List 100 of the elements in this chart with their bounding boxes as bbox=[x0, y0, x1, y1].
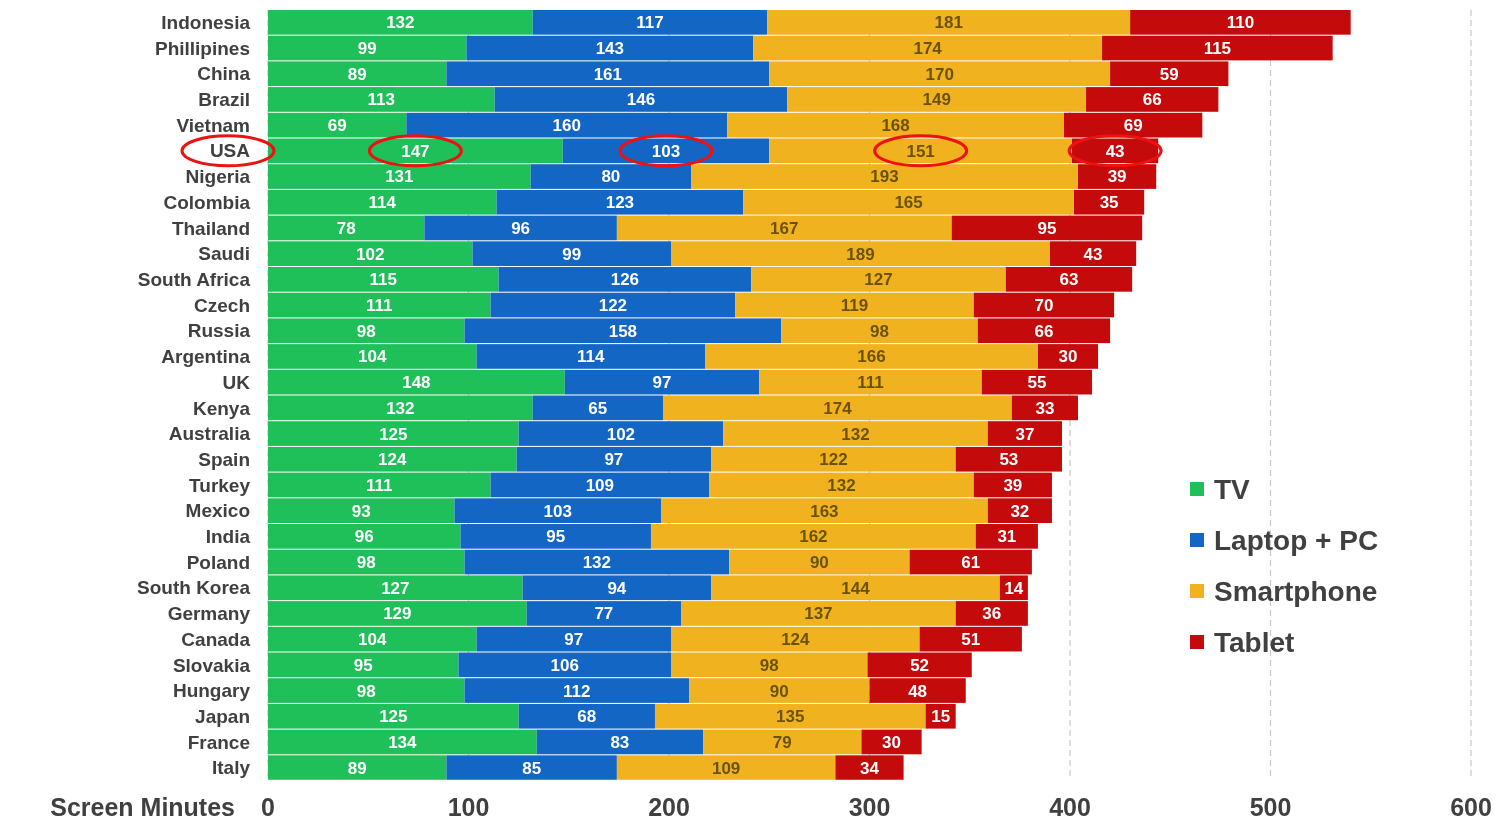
data-label: 119 bbox=[840, 296, 869, 315]
y-tick-label: Germany bbox=[167, 603, 251, 625]
data-label: 127 bbox=[864, 270, 893, 290]
data-label: 122 bbox=[819, 450, 848, 470]
data-label: 95 bbox=[353, 655, 373, 675]
data-label: 30 bbox=[882, 732, 902, 752]
y-tick-label: India bbox=[205, 526, 251, 548]
y-tick-label: Vietnam bbox=[176, 114, 250, 136]
data-label: 170 bbox=[925, 64, 954, 84]
data-label: 68 bbox=[577, 707, 597, 727]
data-label: 166 bbox=[857, 347, 886, 367]
data-label: 127 bbox=[381, 578, 410, 598]
data-label: 124 bbox=[378, 450, 408, 470]
data-label: 70 bbox=[1034, 296, 1054, 315]
x-tick-label: 400 bbox=[1049, 793, 1091, 821]
data-label: 99 bbox=[357, 38, 377, 58]
data-label: 65 bbox=[588, 398, 608, 418]
data-label: 162 bbox=[799, 527, 828, 547]
data-label: 143 bbox=[595, 38, 625, 58]
data-label: 147 bbox=[401, 141, 430, 161]
data-label: 131 bbox=[385, 167, 414, 187]
data-label: 109 bbox=[585, 475, 615, 495]
data-label: 112 bbox=[563, 681, 591, 701]
data-label: 104 bbox=[358, 347, 387, 367]
data-label: 160 bbox=[552, 116, 581, 136]
x-tick-label: 600 bbox=[1450, 793, 1492, 821]
data-label: 95 bbox=[1037, 218, 1057, 238]
data-label: 98 bbox=[356, 681, 376, 701]
data-label: 89 bbox=[347, 64, 367, 84]
y-tick-label: Indonesia bbox=[161, 11, 251, 33]
data-label: 93 bbox=[351, 501, 371, 521]
data-label: 99 bbox=[562, 244, 582, 264]
data-label: 161 bbox=[593, 64, 623, 84]
data-label: 104 bbox=[358, 630, 387, 650]
data-label: 151 bbox=[906, 141, 935, 161]
data-label: 90 bbox=[769, 681, 789, 701]
data-label: 163 bbox=[810, 501, 839, 521]
x-tick-label: 500 bbox=[1249, 793, 1292, 821]
data-label: 106 bbox=[550, 655, 579, 675]
data-label: 137 bbox=[804, 604, 833, 624]
data-label: 36 bbox=[982, 604, 1002, 624]
y-tick-label: Australia bbox=[168, 423, 251, 445]
data-label: 98 bbox=[356, 553, 376, 573]
data-label: 89 bbox=[347, 758, 367, 778]
data-label: 78 bbox=[336, 218, 356, 238]
data-label: 69 bbox=[1123, 116, 1143, 136]
data-label: 122 bbox=[598, 296, 628, 315]
data-label: 189 bbox=[846, 244, 875, 264]
data-label: 97 bbox=[564, 630, 584, 650]
legend-label: TV bbox=[1214, 473, 1251, 505]
data-label: 144 bbox=[841, 578, 871, 598]
y-tick-label: Russia bbox=[187, 320, 251, 342]
data-label: 103 bbox=[543, 501, 572, 521]
data-label: 114 bbox=[368, 193, 397, 213]
legend-label: Smartphone bbox=[1214, 575, 1378, 607]
y-tick-label: Mexico bbox=[185, 500, 250, 522]
data-label: 111 bbox=[366, 475, 393, 495]
data-label: 94 bbox=[607, 578, 627, 598]
data-label: 174 bbox=[823, 398, 853, 418]
data-label: 66 bbox=[1034, 321, 1054, 341]
y-tick-label: France bbox=[187, 731, 250, 753]
x-tick-label: 300 bbox=[848, 793, 891, 821]
data-label: 103 bbox=[651, 141, 681, 161]
data-label: 34 bbox=[860, 758, 880, 778]
data-label: 125 bbox=[379, 707, 408, 727]
data-label: 98 bbox=[356, 321, 376, 341]
data-label: 167 bbox=[770, 218, 799, 238]
y-tick-label: Hungary bbox=[172, 680, 251, 702]
data-label: 125 bbox=[379, 424, 408, 444]
y-tick-label: Canada bbox=[181, 628, 251, 650]
y-tick-label: Japan bbox=[195, 705, 250, 727]
data-label: 43 bbox=[1105, 141, 1125, 161]
data-label: 15 bbox=[931, 707, 951, 727]
data-label: 53 bbox=[999, 450, 1019, 470]
data-label: 61 bbox=[961, 553, 981, 573]
data-label: 35 bbox=[1099, 193, 1119, 213]
data-label: 168 bbox=[881, 116, 910, 136]
data-label: 96 bbox=[354, 527, 374, 547]
data-label: 31 bbox=[997, 527, 1017, 547]
data-label: 43 bbox=[1083, 244, 1103, 264]
data-label: 158 bbox=[608, 321, 638, 341]
data-label: 135 bbox=[776, 707, 805, 727]
x-axis-title: Screen Minutes bbox=[50, 793, 235, 821]
data-label: 14 bbox=[1004, 578, 1024, 598]
data-label: 39 bbox=[1003, 475, 1023, 495]
y-tick-label: Thailand bbox=[171, 217, 250, 239]
data-label: 83 bbox=[610, 732, 630, 752]
data-label: 90 bbox=[809, 553, 829, 573]
y-tick-label: Kenya bbox=[192, 397, 251, 419]
data-label: 52 bbox=[910, 655, 930, 675]
data-label: 114 bbox=[577, 347, 606, 367]
y-tick-label: Saudi bbox=[198, 243, 250, 265]
y-tick-label: Turkey bbox=[189, 474, 251, 496]
data-label: 181 bbox=[934, 13, 963, 33]
data-label: 117 bbox=[636, 13, 664, 33]
data-label: 110 bbox=[1226, 13, 1255, 33]
data-label: 146 bbox=[626, 90, 656, 110]
data-label: 174 bbox=[913, 38, 943, 58]
data-label: 113 bbox=[367, 90, 395, 110]
y-tick-label: Brazil bbox=[198, 89, 250, 111]
